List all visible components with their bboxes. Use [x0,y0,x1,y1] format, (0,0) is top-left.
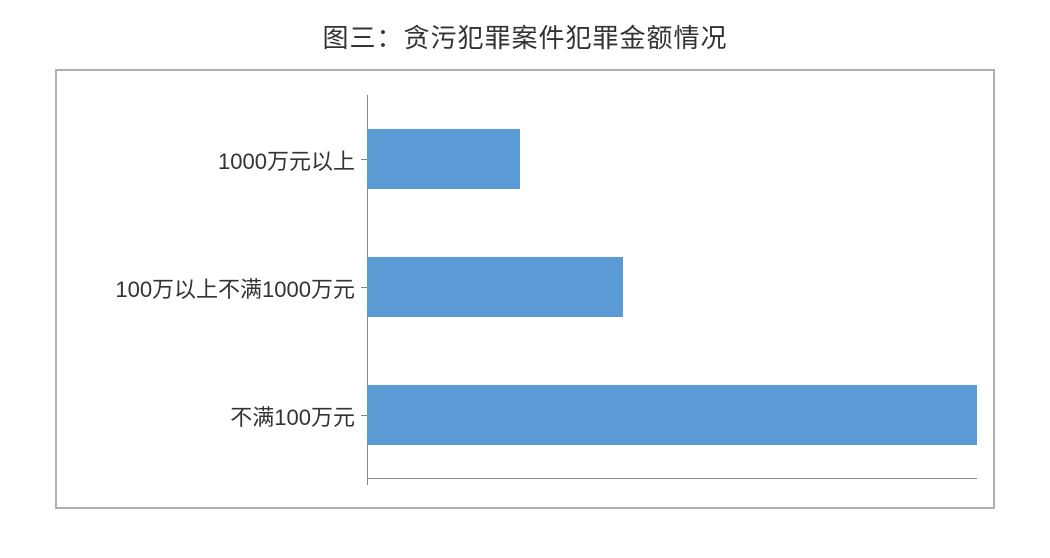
plot-area: 1000万元以上100万以上不满1000万元不满100万元 [367,95,977,479]
page: 图三：贪污犯罪案件犯罪金额情况 1000万元以上 100万以上不满1000万元不满… [0,0,1050,558]
bar [367,129,520,189]
category-label: 不满100万元 [230,400,355,432]
bar [367,257,623,317]
category-label: 1000万元以上 [218,144,355,176]
chart-title: 图三：贪污犯罪案件犯罪金额情况 [0,0,1050,69]
y-tick [361,159,367,160]
y-tick [361,415,367,416]
x-origin-tick [367,479,368,485]
chart-frame: 1000万元以上 100万以上不满1000万元不满100万元 [55,69,995,509]
x-axis [367,478,977,479]
category-label: 100万以上不满1000万元 [115,272,355,304]
bar [367,385,977,445]
y-tick [361,287,367,288]
